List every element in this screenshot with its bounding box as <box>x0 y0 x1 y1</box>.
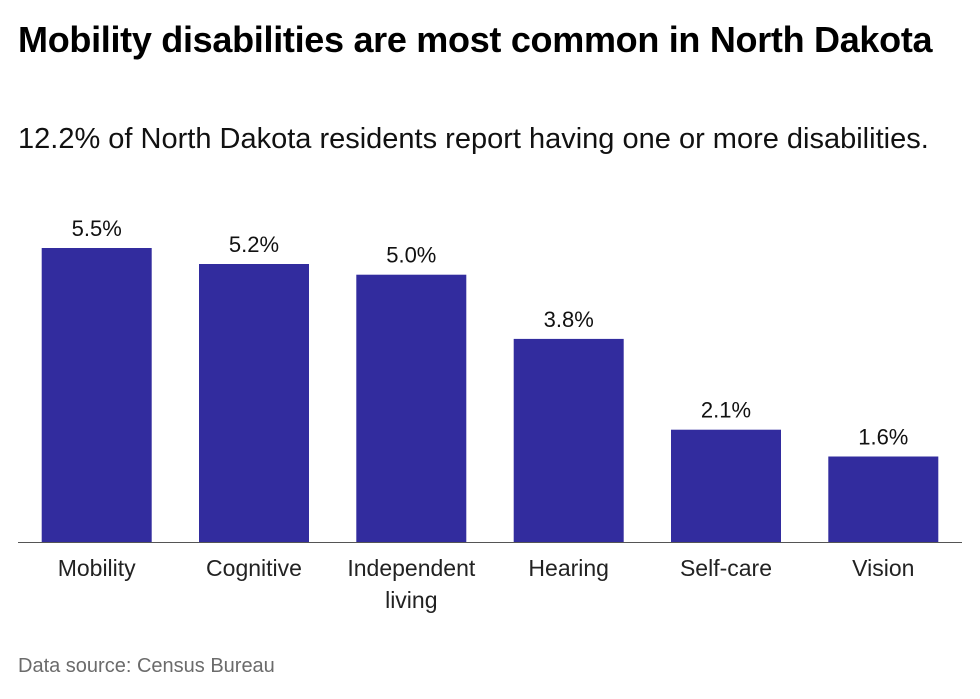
bar-value-label: 5.5% <box>72 216 122 241</box>
bars-group <box>41 248 939 542</box>
bar-value-label: 5.0% <box>386 243 436 268</box>
category-label: Cognitive <box>206 555 302 581</box>
category-label: Hearing <box>528 555 609 581</box>
chart-title: Mobility disabilities are most common in… <box>18 19 933 60</box>
category-label: Mobility <box>58 555 136 581</box>
value-labels-group: 5.5% 5.2% 5.0% 3.8% 2.1% 1.6% <box>72 216 909 450</box>
bar <box>513 338 624 542</box>
category-label: Self-care <box>680 555 772 581</box>
data-source: Data source: Census Bureau <box>18 655 275 677</box>
bar-value-label: 5.2% <box>229 232 279 257</box>
chart-subtitle: 12.2% of North Dakota residents report h… <box>18 123 929 155</box>
bar-value-label: 2.1% <box>701 398 751 423</box>
bar <box>671 429 781 542</box>
category-labels-group: Mobility Cognitive Independent living Hearin… <box>58 555 915 613</box>
bar <box>828 456 939 542</box>
bar-value-label: 3.8% <box>544 307 594 332</box>
bar <box>356 274 467 542</box>
category-label: Vision <box>852 555 914 581</box>
category-label: Independent <box>347 555 476 581</box>
bar <box>199 264 309 542</box>
bar-value-label: 1.6% <box>858 425 908 450</box>
category-label: living <box>385 587 437 613</box>
bar <box>41 248 152 542</box>
